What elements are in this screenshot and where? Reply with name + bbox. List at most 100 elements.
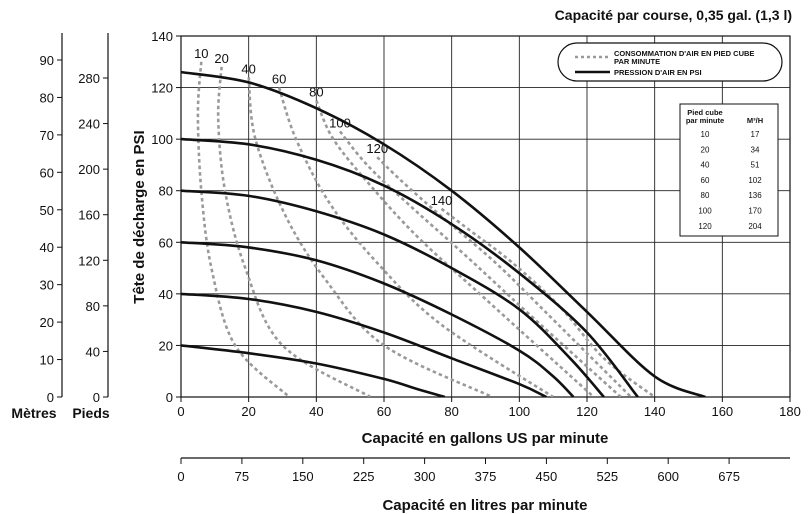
feet-tick-label: 240 bbox=[78, 117, 100, 132]
table-cell-cfm: 80 bbox=[701, 191, 710, 200]
y-tick-label: 0 bbox=[166, 390, 173, 405]
table-cell-cfm: 100 bbox=[698, 207, 712, 216]
table-cell-m3h: 204 bbox=[748, 222, 762, 231]
feet-tick-label: 200 bbox=[78, 162, 100, 177]
table-cell-m3h: 170 bbox=[748, 207, 762, 216]
meters-tick-label: 90 bbox=[40, 53, 54, 68]
meters-axis-label: Mètres bbox=[11, 405, 56, 421]
x2-tick-label: 375 bbox=[475, 469, 497, 484]
air-consumption-line-60 bbox=[277, 87, 554, 397]
feet-tick-label: 120 bbox=[78, 253, 100, 268]
x-axis-ticks: 0 20 40 60 80 100 120 140 160 180 bbox=[177, 397, 801, 419]
air-curve-label-20: 20 bbox=[214, 51, 228, 66]
x2-tick-label: 0 bbox=[177, 469, 184, 484]
y-tick-label: 20 bbox=[159, 338, 173, 353]
air-consumption-curves bbox=[196, 61, 656, 397]
x2-axis: 0 75 150 225 300 375 450 525 600 675 bbox=[177, 457, 790, 484]
air-pressure-line-0 bbox=[181, 344, 446, 397]
x2-axis-label: Capacité en litres par minute bbox=[382, 497, 587, 514]
air-pressure-line-4 bbox=[181, 137, 639, 397]
meters-tick-label: 30 bbox=[40, 278, 54, 293]
meters-tick-label: 40 bbox=[40, 240, 54, 255]
meters-tick-label: 80 bbox=[40, 90, 54, 105]
y-tick-label: 80 bbox=[159, 184, 173, 199]
air-consumption-line-140 bbox=[440, 207, 656, 397]
air-consumption-line-80 bbox=[315, 99, 595, 397]
legend-box bbox=[557, 42, 783, 82]
meters-tick-label: 20 bbox=[40, 315, 54, 330]
x2-tick-label: 600 bbox=[657, 469, 679, 484]
table-cell-cfm: 120 bbox=[698, 222, 712, 231]
x2-tick-label: 300 bbox=[414, 469, 436, 484]
table-header-m3h: M³/H bbox=[747, 116, 763, 125]
feet-axis: 0 40 80 120 160 200 240 280 bbox=[78, 33, 109, 405]
x-tick-label: 80 bbox=[444, 404, 458, 419]
feet-tick-label: 0 bbox=[93, 390, 100, 405]
table-cell-cfm: 20 bbox=[701, 145, 710, 154]
table-cell-m3h: 136 bbox=[748, 191, 762, 200]
feet-tick-label: 80 bbox=[86, 299, 100, 314]
meters-tick-label: 10 bbox=[40, 353, 54, 368]
table-cell-m3h: 17 bbox=[751, 130, 760, 139]
table-cell-m3h: 102 bbox=[748, 176, 762, 185]
air-curve-label-100: 100 bbox=[329, 115, 351, 130]
table-header-cfm-line1: Pied cube bbox=[687, 108, 722, 117]
air-pressure-line-5 bbox=[181, 70, 706, 397]
conversion-table-box bbox=[679, 103, 779, 237]
x-tick-label: 40 bbox=[309, 404, 323, 419]
x-tick-label: 140 bbox=[644, 404, 666, 419]
x-tick-label: 20 bbox=[241, 404, 255, 419]
table-cell-m3h: 51 bbox=[751, 161, 760, 170]
x2-tick-label: 675 bbox=[718, 469, 740, 484]
feet-tick-label: 160 bbox=[78, 208, 100, 223]
legend-air-consumption-label: CONSOMMATION D'AIR EN PIED CUBE bbox=[614, 49, 754, 58]
x-tick-label: 180 bbox=[779, 404, 801, 419]
y-tick-label: 40 bbox=[159, 287, 173, 302]
meters-tick-label: 50 bbox=[40, 203, 54, 218]
y-tick-label: 100 bbox=[151, 132, 173, 147]
table-cell-cfm: 10 bbox=[701, 130, 710, 139]
meters-axis: 0 10 20 30 40 50 60 70 80 90 bbox=[40, 33, 63, 405]
chart-title: Capacité par course, 0,35 gal. (1,3 l) bbox=[555, 7, 792, 23]
air-curve-label-60: 60 bbox=[272, 72, 286, 87]
air-pressure-line-1 bbox=[181, 292, 547, 397]
legend-air-consumption-label-2: PAR MINUTE bbox=[614, 57, 660, 66]
conversion-table: Pied cube par minute M³/H 10 17 20 34 40 51 60… bbox=[679, 103, 779, 237]
air-consumption-line-100 bbox=[338, 130, 622, 397]
x-tick-label: 60 bbox=[377, 404, 391, 419]
x-axis-label: Capacité en gallons US par minute bbox=[362, 430, 609, 447]
table-cell-cfm: 40 bbox=[701, 161, 710, 170]
y-tick-label: 120 bbox=[151, 81, 173, 96]
air-pressure-curves bbox=[181, 70, 706, 397]
feet-tick-label: 40 bbox=[86, 344, 100, 359]
air-curve-label-40: 40 bbox=[241, 61, 255, 76]
legend-air-pressure-label: PRESSION D'AIR EN PSI bbox=[614, 68, 702, 77]
x-tick-label: 120 bbox=[576, 404, 598, 419]
air-pressure-line-3 bbox=[181, 189, 605, 397]
conversion-table-rows: 10 17 20 34 40 51 60 102 80 136 100 170 120 204 bbox=[698, 130, 762, 231]
air-curve-label-120: 120 bbox=[366, 141, 388, 156]
air-consumption-line-10 bbox=[196, 61, 291, 397]
air-curve-label-140: 140 bbox=[431, 193, 453, 208]
meters-tick-label: 70 bbox=[40, 128, 54, 143]
y-axis-label: Tête de décharge en PSI bbox=[131, 130, 148, 303]
x2-tick-label: 75 bbox=[235, 469, 249, 484]
air-curve-label-10: 10 bbox=[194, 46, 208, 61]
meters-tick-label: 60 bbox=[40, 165, 54, 180]
table-cell-cfm: 60 bbox=[701, 176, 710, 185]
x2-tick-label: 525 bbox=[596, 469, 618, 484]
x-tick-label: 100 bbox=[508, 404, 530, 419]
table-header-cfm-line2: par minute bbox=[686, 116, 724, 125]
x2-tick-label: 450 bbox=[536, 469, 558, 484]
air-curve-label-80: 80 bbox=[309, 84, 323, 99]
table-cell-m3h: 34 bbox=[751, 145, 760, 154]
feet-tick-label: 280 bbox=[78, 71, 100, 86]
x-tick-label: 160 bbox=[711, 404, 733, 419]
x2-tick-label: 150 bbox=[292, 469, 314, 484]
legend: CONSOMMATION D'AIR EN PIED CUBE PAR MINU… bbox=[557, 42, 783, 82]
meters-tick-label: 0 bbox=[47, 390, 54, 405]
air-consumption-line-120 bbox=[376, 156, 632, 397]
grid-layer bbox=[181, 36, 790, 397]
x2-tick-label: 225 bbox=[353, 469, 375, 484]
